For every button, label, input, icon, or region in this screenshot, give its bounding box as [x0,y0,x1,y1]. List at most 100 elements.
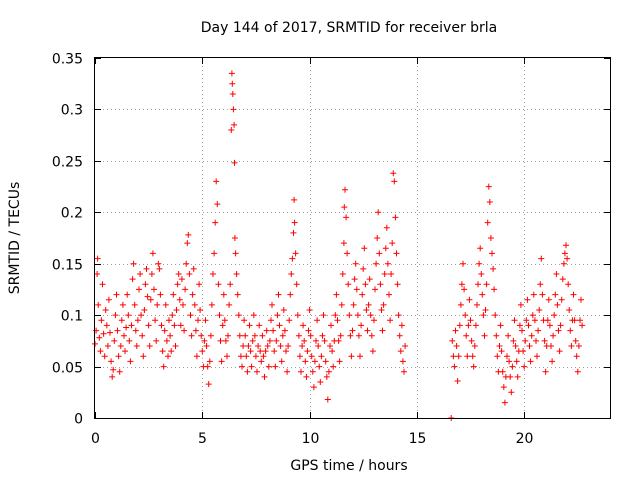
data-point [296,353,303,360]
data-point [198,332,205,339]
data-point [531,317,538,324]
data-point [372,286,378,293]
data-point [329,348,336,355]
data-point [217,337,224,344]
data-point [323,373,330,380]
data-point [559,276,566,283]
y-tick-label: 0.1 [61,309,83,325]
data-point [340,240,347,247]
data-point [455,353,462,360]
data-point [367,312,374,319]
data-point [550,332,557,339]
data-point [351,276,358,283]
data-point [190,265,197,272]
data-point [272,363,279,370]
data-point [177,322,184,329]
data-point [258,358,265,365]
data-point [147,296,154,303]
data-point [299,343,306,349]
data-point [174,281,181,288]
data-point [348,353,355,360]
data-point [375,209,382,216]
data-point [317,379,324,385]
data-point [539,291,546,298]
data-point [551,312,558,319]
data-point [257,348,264,355]
data-point [300,322,307,329]
data-point [454,378,461,384]
data-point [94,255,101,262]
data-point [571,317,578,324]
data-point [320,312,327,319]
data-point [280,307,287,313]
data-point [220,291,227,298]
data-point [395,312,402,319]
data-point [167,332,174,339]
data-point [309,368,316,375]
data-point [303,373,310,380]
data-point [204,363,211,370]
data-point [308,353,315,360]
data-point [311,358,318,365]
data-point [498,348,505,355]
data-point [388,271,395,277]
data-point [387,317,394,324]
data-point [549,358,556,365]
y-tick-label: 0.2 [61,206,83,222]
data-point [116,368,123,375]
data-point [288,271,295,277]
data-point [507,373,514,380]
data-point [353,286,360,293]
data-point [117,343,124,349]
data-point [457,301,464,308]
data-point [254,368,260,375]
data-point [313,337,319,344]
data-point [373,260,380,267]
data-point [202,317,209,324]
data-points [92,70,586,421]
data-point [226,301,233,308]
data-point [292,250,299,257]
data-point [458,281,465,288]
data-point [154,301,161,308]
data-point [261,373,268,380]
data-point [124,291,131,298]
data-point [512,343,519,349]
data-point [231,235,238,241]
data-point [358,322,365,329]
data-point [213,178,220,185]
data-point [350,301,357,308]
data-point [294,312,301,319]
data-point [511,317,518,324]
data-point [475,281,481,288]
data-point [156,265,163,272]
data-point [489,250,495,257]
data-point [279,332,286,339]
data-point [182,286,189,293]
data-point [162,301,169,308]
data-point [100,330,107,337]
data-point [263,327,270,334]
grid [95,58,610,418]
data-point [185,231,192,238]
data-point [324,396,331,403]
x-tick-label: 15 [409,431,427,447]
data-point [259,332,266,339]
data-point [452,327,459,334]
data-point [186,271,193,277]
data-point [228,127,235,133]
data-point [229,91,236,97]
data-point [479,291,486,298]
data-point [212,219,219,226]
data-point [542,368,549,375]
data-point [224,353,230,360]
data-point [377,281,384,288]
data-point [249,337,256,344]
data-point [552,291,559,298]
data-point [235,312,242,319]
y-tick-label: 0.3 [61,103,83,119]
data-point [491,286,498,293]
data-point [513,358,520,365]
data-point [221,317,228,324]
